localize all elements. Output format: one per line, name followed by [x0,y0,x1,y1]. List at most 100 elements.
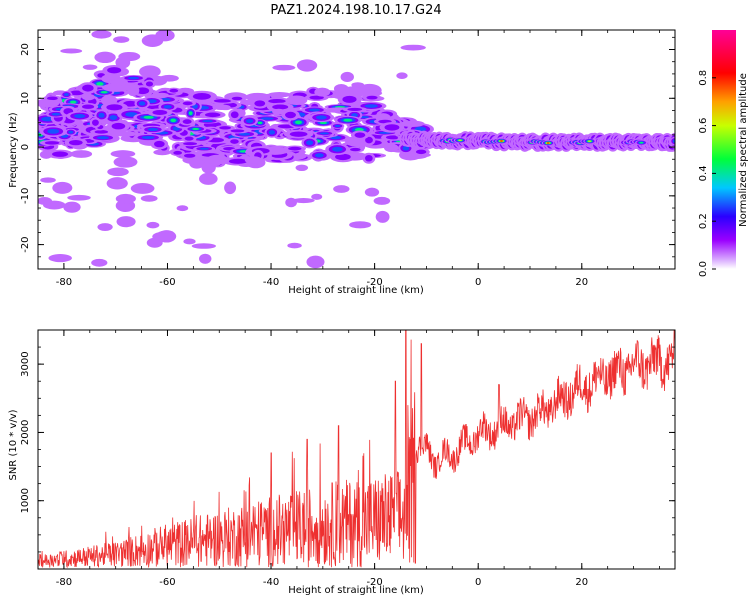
spectrogram-cell [68,139,83,146]
spectrogram-cell [63,201,81,213]
spectrogram-cell [384,143,399,153]
spec-xtick-label: -80 [56,277,72,288]
spectrogram-cell [139,65,161,78]
spectrogram-cell [296,59,318,72]
colorbar-tick-label: 0.4 [698,165,709,181]
spec-ytick-label: -20 [20,236,31,252]
spectrogram-cell [343,118,353,122]
spectrogram-cell [147,127,159,132]
snr-ylabel: SNR (10 * v/v) [8,409,19,480]
spectrogram-cell [97,223,113,231]
spectrogram-cell [199,253,212,264]
snr-xlabel: Height of straight line (km) [288,585,424,596]
spectrogram-cell [204,112,221,118]
spectrogram-cell [315,153,324,158]
spectrogram-cell [106,104,123,111]
spectrogram-cell [41,116,55,122]
spectrogram-cell [63,92,69,97]
snr-ytick-label: 3000 [20,351,31,376]
spectrogram-cell [116,216,136,228]
spectrogram-cell [306,140,314,146]
spectrogram-panel: -80 -60 -40 -20 0 20 -20 -10 0 10 20 Height of str… [8,29,676,296]
spectrogram-cell [350,147,361,152]
spectrogram-cell [98,112,105,118]
spectrogram-cell [44,141,60,145]
spectrogram-cell [143,115,154,119]
spectrogram-cell [46,96,58,101]
spectrogram-cell [458,139,462,142]
spectrogram-cell [340,71,354,83]
spectrogram-cell [230,129,245,133]
spectrogram-cell [47,128,60,134]
spectrogram-image [38,30,675,269]
spectrogram-cell [587,140,592,142]
spec-ytick-label: 10 [20,92,31,105]
spectrogram-frame [37,29,676,270]
colorbar-tick-label: 0.8 [698,70,709,86]
spectrogram-cell [154,140,165,148]
spectrogram-cell [202,120,213,123]
spectrogram-cell [113,156,138,168]
spectrogram-cell [184,136,194,141]
spectrogram-cell [38,99,60,108]
spectrogram-cell [314,87,331,97]
spectrogram-cell [244,156,263,164]
spectrogram-cell [82,64,98,70]
spectrogram-cell [546,142,550,144]
spectrogram-cell [206,154,229,165]
spectrogram-cell [91,30,112,39]
spectrogram-cell [107,167,129,177]
spectrogram-cell [192,127,200,131]
spectrogram-cell [130,182,155,194]
spectrogram-cell [48,254,72,263]
spectrogram-cell [115,193,136,204]
spectrogram-cell [154,92,170,99]
spectrogram-cell [347,107,363,111]
spectrogram-cell [136,87,150,95]
spectrogram-cell [82,104,95,109]
spectrogram-cell [639,141,644,144]
figure-title: PAZ1.2024.198.10.17.G24 [270,3,441,18]
spectrogram-cell [68,130,74,134]
snr-xtick-label: -20 [366,577,382,588]
colorbar-tick-label: 0.0 [698,261,709,277]
spectrogram-cell [52,181,73,194]
spectrogram-cell [109,115,118,120]
spectrogram-cell [219,126,231,130]
spectrogram-cell [110,78,128,87]
spectrogram-cell [141,135,155,140]
spectrogram-cell [155,230,177,243]
spectrogram-cell [188,111,193,116]
spec-xtick-label: 0 [475,277,481,288]
spectrogram-cell [308,108,321,112]
spectrogram-cell [349,221,372,229]
spectrogram-cell [285,197,297,208]
snr-xtick-label: 20 [575,577,588,588]
spectrogram-cell [295,164,309,172]
spectrogram-cell [92,119,99,126]
spectrogram-cell [373,196,391,205]
spectrogram-cell [231,96,243,101]
spectrogram-cell [128,76,140,80]
spectrogram-cell [260,117,274,120]
spectrogram-cell [155,30,175,42]
spectrogram-cell [500,140,503,142]
colorbar: 0.0 0.2 0.4 0.6 0.8 Normalized spectral ampl… [698,30,749,277]
spectrogram-cell [295,120,302,125]
spectrogram-cell [335,153,351,161]
colorbar-tick-label: 0.2 [698,213,709,229]
spectrogram-cell [366,95,378,100]
snr-xtick-label: -60 [159,577,175,588]
spectrogram-cell [365,136,373,144]
spectrogram-cell [110,150,136,158]
spectrogram-cell [138,101,146,106]
spectrogram-cell [364,104,378,108]
spectrogram-cell [286,95,308,105]
spectrogram-cell [60,48,83,54]
spectrogram-cell [289,131,308,137]
spectrogram-cell [91,258,108,267]
spectrogram-cell [70,150,93,158]
spectrogram-cell [267,92,291,98]
spectrogram-cell [400,44,426,51]
spectrogram-xlabel: Height of straight line (km) [288,285,424,296]
